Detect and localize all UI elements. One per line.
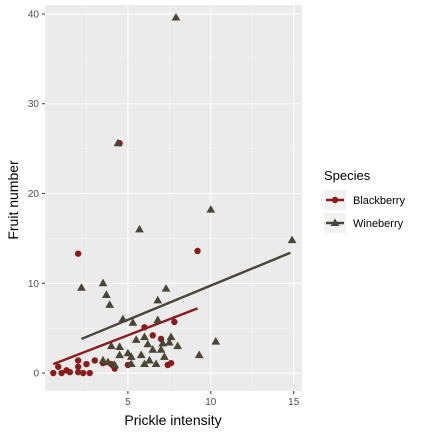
- point-wineberry: [135, 224, 144, 233]
- point-wineberry: [211, 337, 221, 345]
- point-wineberry: [131, 335, 141, 343]
- point-blackberry: [167, 359, 175, 367]
- point-wineberry: [140, 332, 149, 341]
- point-wineberry: [118, 314, 128, 323]
- point-wineberry: [164, 337, 174, 346]
- y-tick-label: 30: [28, 99, 40, 110]
- trend-lines: [52, 251, 291, 366]
- point-wineberry: [160, 352, 169, 360]
- point-wineberry: [153, 295, 163, 304]
- point-wineberry: [158, 338, 168, 347]
- point-wineberry: [136, 350, 146, 359]
- point-wineberry: [140, 359, 149, 368]
- point-wineberry: [171, 12, 181, 21]
- point-blackberry: [79, 369, 87, 377]
- point-wineberry: [148, 345, 158, 353]
- point-blackberry: [86, 369, 93, 377]
- point-blackberry: [58, 369, 65, 377]
- y-tick-label: 10: [28, 279, 40, 290]
- point-wineberry: [153, 315, 163, 324]
- point-wineberry: [101, 290, 111, 298]
- legend: Species Blackberry Wineberry: [324, 168, 405, 233]
- y-axis-title: Fruit number: [5, 160, 21, 240]
- y-tick-label: 20: [28, 189, 40, 200]
- point-wineberry: [151, 359, 161, 368]
- legend-item-wineberry: Wineberry: [324, 213, 404, 233]
- minor-gridlines: [45, 5, 302, 391]
- data-points: [50, 12, 297, 377]
- point-blackberry: [91, 357, 98, 364]
- y-tick-label: 0: [33, 369, 39, 380]
- point-wineberry: [166, 332, 176, 341]
- point-wineberry: [105, 300, 115, 308]
- point-blackberry: [74, 250, 82, 257]
- point-blackberry: [66, 368, 74, 376]
- point-wineberry: [194, 350, 204, 359]
- point-wineberry: [115, 342, 124, 351]
- point-wineberry: [287, 235, 297, 244]
- point-wineberry: [98, 355, 108, 364]
- x-tick-label: 10: [205, 397, 217, 408]
- axes: 5 10 15 0 10 20 30 40: [28, 9, 300, 408]
- trend-line-wineberry: [81, 251, 291, 341]
- point-blackberry: [50, 369, 57, 377]
- point-blackberry: [194, 247, 201, 255]
- point-wineberry: [143, 339, 153, 348]
- point-blackberry: [74, 368, 82, 376]
- legend-key-marker: [330, 218, 340, 226]
- point-blackberry: [149, 332, 156, 339]
- point-blackberry: [171, 318, 178, 326]
- point-wineberry: [115, 350, 124, 359]
- legend-key-marker: [331, 196, 339, 204]
- point-blackberry: [74, 357, 82, 364]
- point-wineberry: [98, 278, 108, 287]
- point-wineberry: [161, 284, 171, 292]
- y-tick-label: 40: [28, 9, 40, 20]
- panel-background: [45, 5, 302, 391]
- point-wineberry: [128, 318, 138, 326]
- point-wineberry: [126, 359, 136, 368]
- point-wineberry: [103, 357, 113, 366]
- legend-item-blackberry: Blackberry: [324, 190, 405, 210]
- point-blackberry: [141, 324, 148, 331]
- point-wineberry: [106, 341, 116, 350]
- x-tick-label: 5: [125, 397, 131, 408]
- point-wineberry: [156, 345, 166, 353]
- point-wineberry: [113, 138, 123, 147]
- point-wineberry: [206, 205, 216, 213]
- point-blackberry: [83, 360, 90, 368]
- x-tick-label: 15: [288, 397, 300, 408]
- point-wineberry: [110, 360, 120, 368]
- point-wineberry: [145, 355, 154, 364]
- point-wineberry: [126, 352, 136, 360]
- legend-label: Blackberry: [353, 195, 405, 207]
- x-axis-title: Prickle intensity: [124, 412, 221, 428]
- legend-title: Species: [324, 168, 371, 183]
- legend-label: Wineberry: [353, 218, 404, 230]
- point-wineberry: [173, 341, 183, 350]
- trend-line-blackberry: [52, 307, 198, 366]
- point-blackberry: [55, 363, 62, 370]
- point-blackberry: [74, 363, 82, 370]
- point-wineberry: [77, 283, 86, 291]
